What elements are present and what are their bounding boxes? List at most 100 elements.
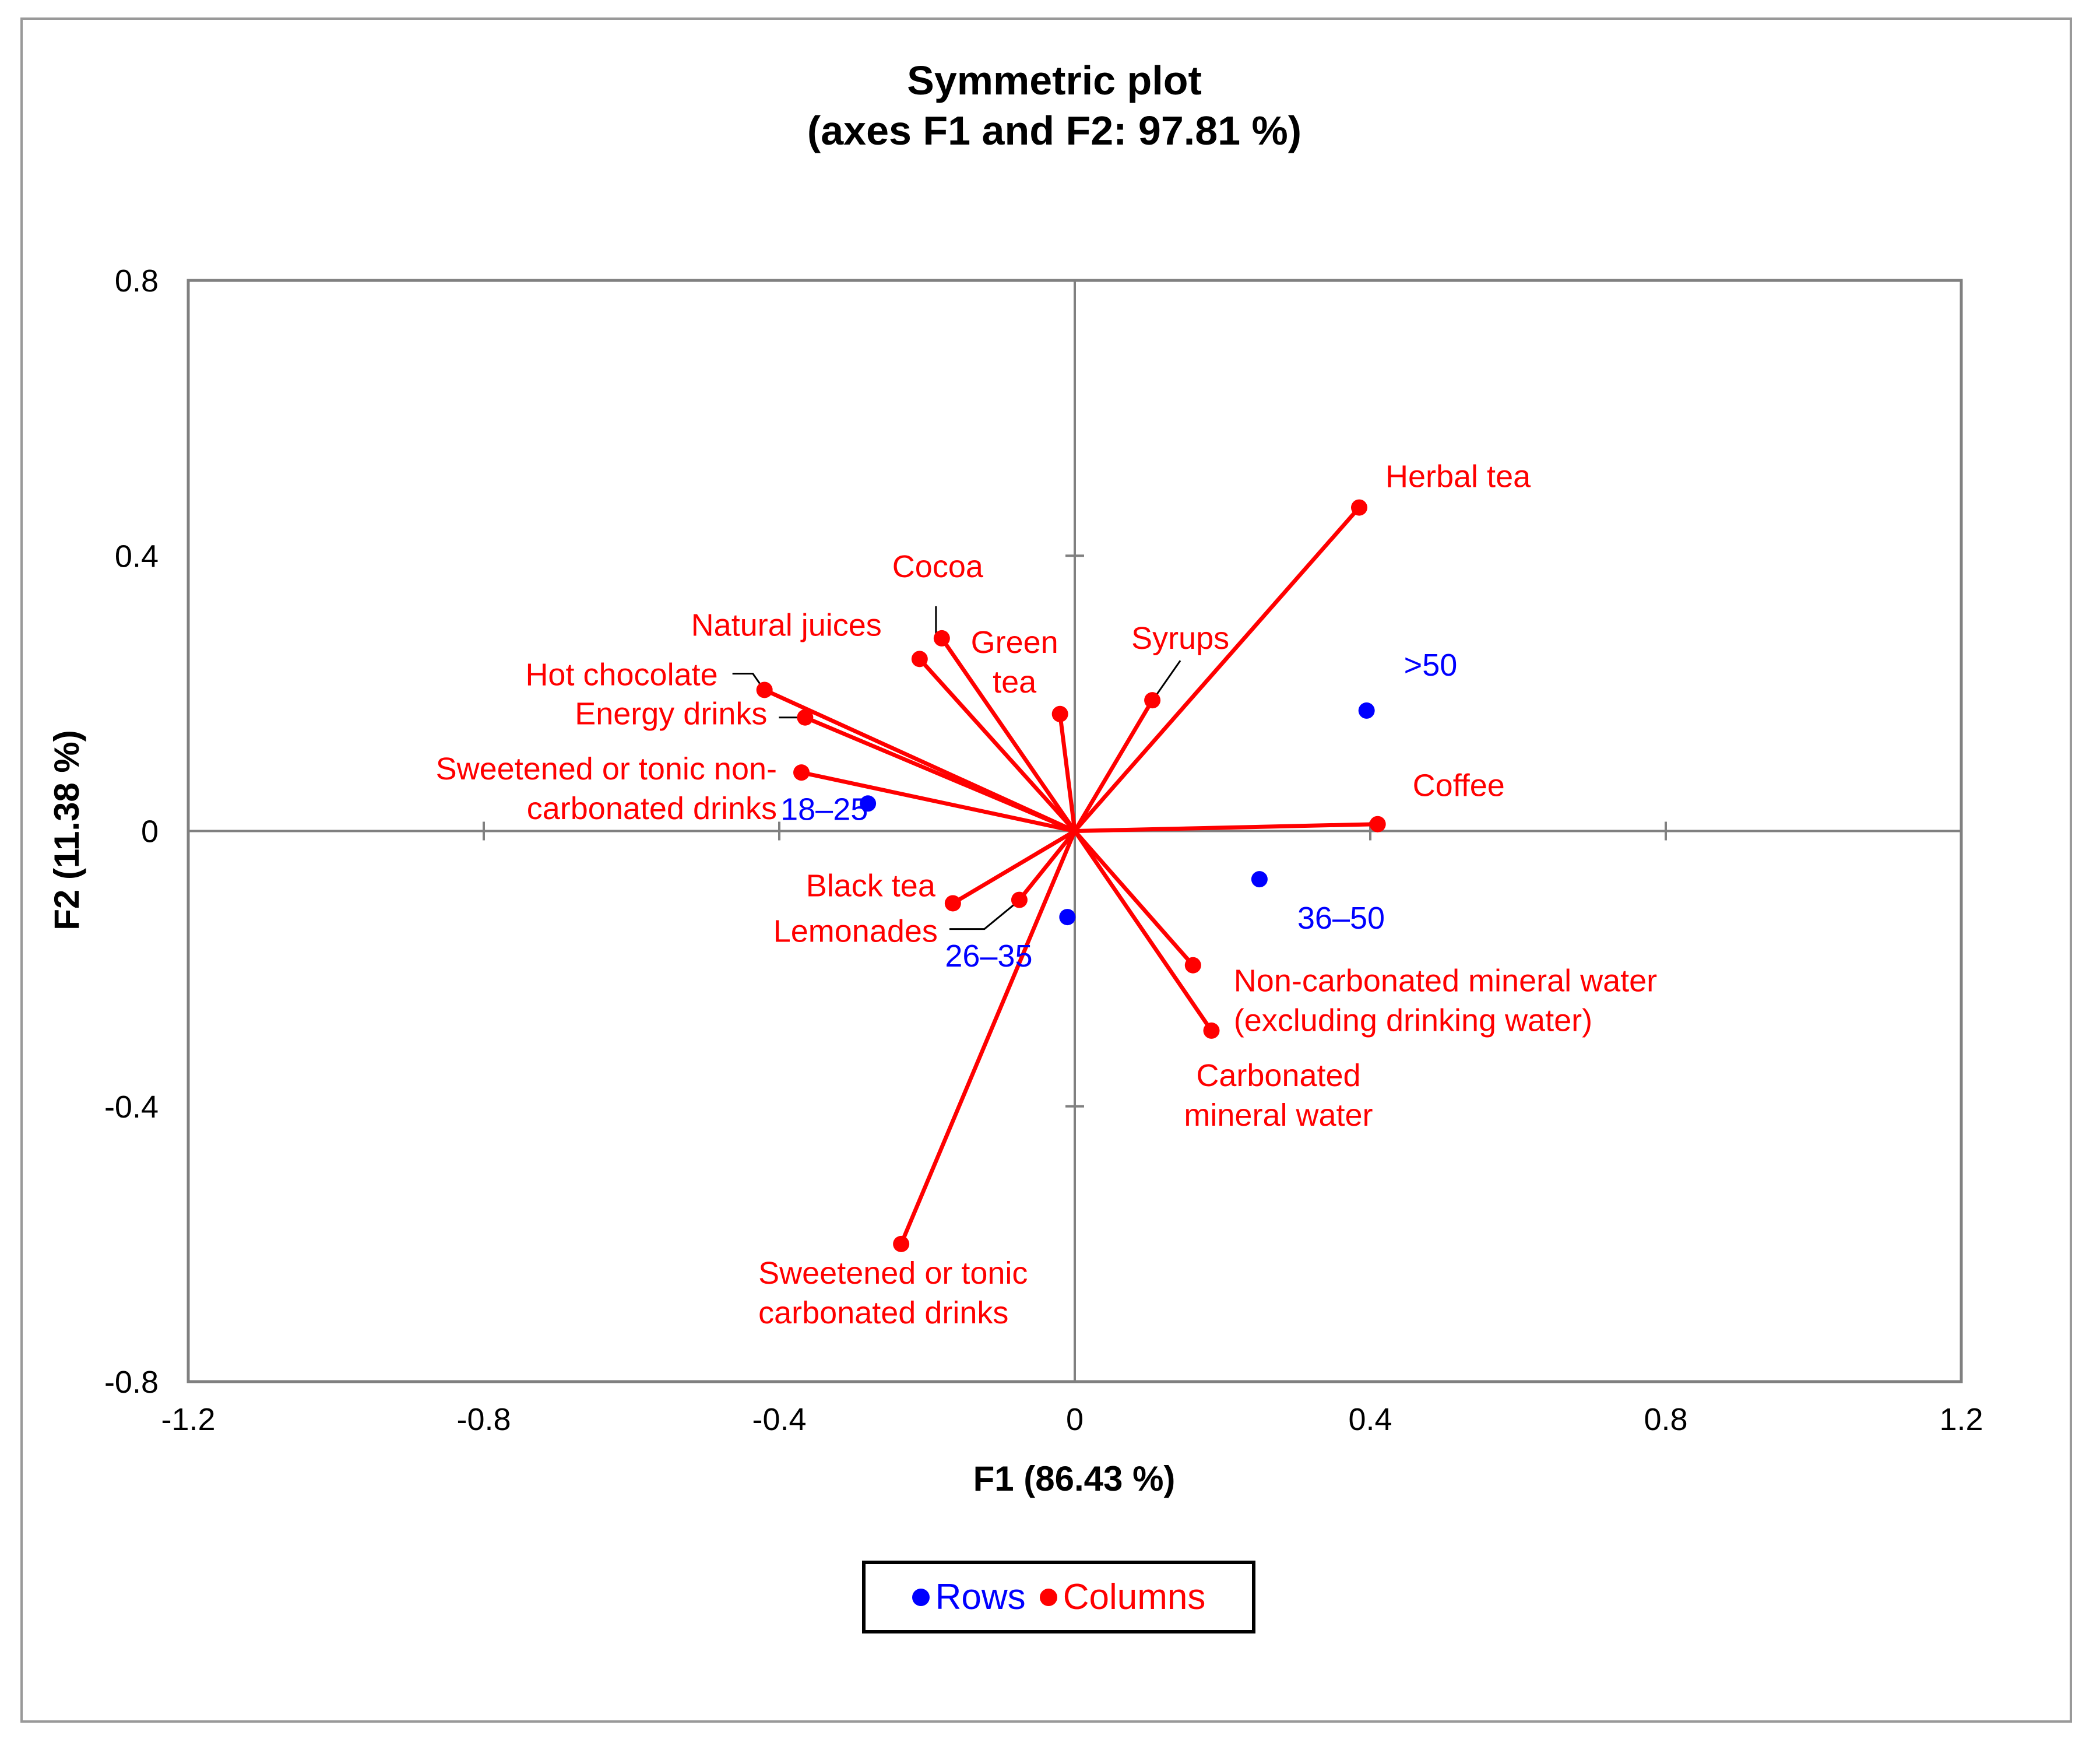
point-label-line: Sweetened or tonic: [758, 1256, 1028, 1291]
legend-columns-label: Columns: [1063, 1577, 1206, 1617]
vector-line: [1073, 506, 1361, 832]
data-points: [756, 499, 1386, 1252]
vector-lines: [764, 506, 1378, 1245]
row-point: [860, 795, 877, 812]
vector-line: [1073, 830, 1195, 967]
legend-item-rows: Rows: [912, 1576, 1026, 1618]
vector-line: [1074, 822, 1378, 833]
point-label-line: Herbal tea: [1385, 459, 1531, 494]
point-label-line: Carbonated: [1196, 1058, 1360, 1093]
point-label-line: 26–35: [945, 939, 1032, 974]
row-point: [1251, 871, 1268, 888]
point-label-line: Hot chocolate: [525, 657, 717, 692]
y-tick-label: -0.4: [104, 1090, 159, 1125]
point-label: Hot chocolate: [525, 657, 717, 692]
column-point: [756, 681, 773, 698]
point-label: 36–50: [1297, 901, 1385, 936]
point-label: Herbal tea: [1385, 459, 1531, 494]
vector-line: [918, 657, 1077, 832]
rows-marker-icon: [912, 1588, 930, 1606]
point-label-line: carbonated drinks: [758, 1295, 1008, 1330]
point-label: Energy drinks: [575, 697, 767, 732]
vector-line: [804, 715, 1076, 833]
column-point: [1011, 891, 1028, 908]
label-leader-line: [732, 672, 763, 688]
point-label-line: (excluding drinking water): [1234, 1003, 1592, 1038]
point-label-line: Sweetened or tonic non-: [436, 751, 777, 786]
y-axis-title: F2 (11.38 %): [47, 730, 86, 930]
vector-line: [952, 829, 1076, 905]
row-point: [1358, 702, 1375, 719]
legend-rows-label: Rows: [935, 1577, 1026, 1617]
y-tick-label: 0.8: [115, 264, 159, 298]
point-label-line: >50: [1404, 648, 1458, 683]
point-label: Black tea: [806, 868, 936, 903]
point-label: Sweetened or tonic carbonated drinks: [758, 1256, 1028, 1330]
point-label: Sweetened or tonic non-carbonated drinks: [436, 751, 777, 826]
vector-line: [1058, 714, 1077, 831]
vector-line: [1072, 699, 1155, 832]
y-tick-label: 0.4: [115, 539, 159, 574]
point-label: Carbonated mineral water: [1184, 1058, 1373, 1133]
point-label-line: Energy drinks: [575, 697, 767, 732]
x-tick-label: 0.4: [1348, 1402, 1392, 1437]
point-label-line: mineral water: [1184, 1098, 1373, 1133]
x-tick-label: 0.8: [1644, 1402, 1687, 1437]
row-point: [1059, 909, 1076, 926]
column-point: [1184, 957, 1201, 974]
point-label-line: 36–50: [1297, 901, 1385, 936]
point-label: Cocoa: [892, 549, 984, 584]
chart-title: Symmetric plot: [907, 58, 1202, 103]
point-label-line: 18–25: [780, 792, 868, 827]
label-leader-line: [949, 901, 1018, 930]
point-labels: 18–25 26–35 36–50 >50 Herbal tea Cocoa Natural…: [436, 459, 1658, 1330]
column-point: [1350, 499, 1367, 516]
point-label: Non-carbonated mineral water (excluding d…: [1234, 964, 1657, 1038]
vector-line: [1073, 830, 1213, 1032]
point-label-line: Lemonades: [773, 914, 938, 949]
point-label: 18–25: [780, 792, 868, 827]
column-point: [1144, 692, 1161, 709]
legend-item-columns: Columns: [1039, 1576, 1206, 1618]
point-label: Natural juices: [691, 607, 882, 642]
point-label: 26–35: [945, 939, 1032, 974]
y-tick-label: -0.8: [104, 1365, 159, 1400]
vector-line: [940, 637, 1077, 832]
x-tick-label: 1.2: [1939, 1402, 1983, 1437]
axes-layer: -1.2 -0.8 -0.4 0 0.4 0.8 1.20.80.40-0.4-0.8: [104, 264, 1983, 1437]
point-label-line: Coffee: [1413, 768, 1505, 803]
x-tick-label: -0.4: [752, 1402, 806, 1437]
column-point: [797, 709, 814, 726]
x-tick-label: 0: [1066, 1402, 1084, 1437]
x-tick-label: -1.2: [161, 1402, 215, 1437]
chart-frame: [20, 17, 2072, 1723]
column-point: [911, 651, 928, 668]
column-point: [1203, 1022, 1220, 1039]
legend: Rows Columns: [862, 1561, 1255, 1633]
point-label-line: Natural juices: [691, 607, 882, 642]
column-point: [944, 895, 961, 912]
label-leaders: [732, 606, 1181, 930]
point-label: Coffee: [1413, 768, 1505, 803]
point-label: >50: [1404, 648, 1458, 683]
point-label-line: Syrups: [1131, 621, 1229, 656]
point-label-line: tea: [993, 665, 1037, 700]
column-point: [1369, 816, 1386, 832]
point-label-line: carbonated drinks: [527, 791, 777, 826]
column-point: [793, 764, 810, 781]
point-label-line: Non-carbonated mineral water: [1234, 964, 1657, 999]
vector-line: [1018, 830, 1077, 901]
point-label: Syrups: [1131, 621, 1229, 656]
column-point: [933, 630, 950, 647]
column-point: [893, 1235, 910, 1252]
point-label-line: Cocoa: [892, 549, 984, 584]
point-label: Green tea: [971, 625, 1058, 700]
x-tick-label: -0.8: [456, 1402, 511, 1437]
vector-line: [899, 830, 1077, 1245]
label-leader-line: [1152, 660, 1181, 700]
point-label: Lemonades: [773, 914, 938, 949]
column-point: [1051, 705, 1068, 722]
x-axis-title: F1 (86.43 %): [973, 1459, 1176, 1498]
point-label-line: Green: [971, 625, 1058, 660]
